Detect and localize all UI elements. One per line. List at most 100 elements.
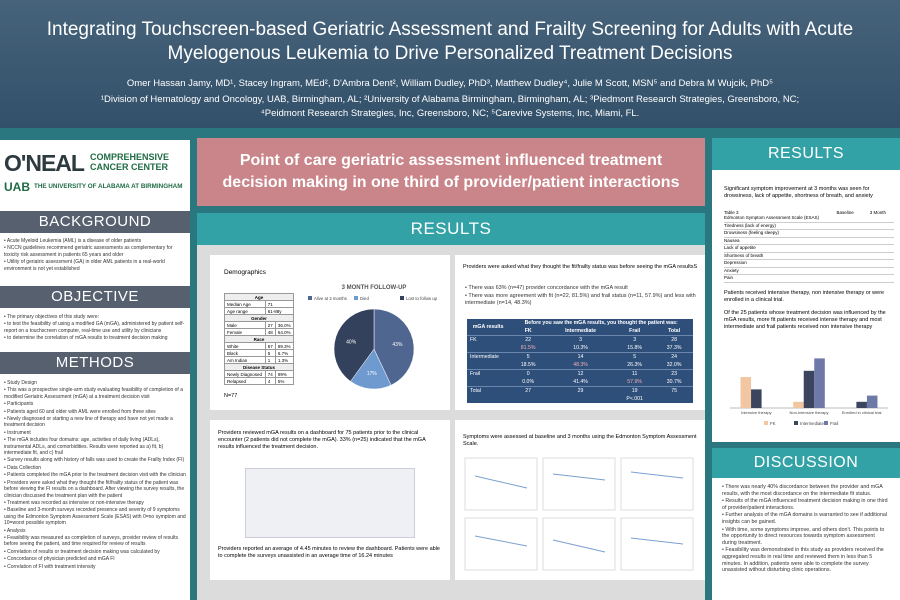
bullet-text: NCCN guidelines recommend geriatric asse…: [4, 245, 173, 258]
legend-label: Alive at 3 months: [314, 296, 347, 301]
table-group: Disease Status: [224, 363, 294, 371]
chart-frames: [464, 457, 694, 571]
column-header: Frail: [629, 328, 641, 334]
bullet: •: [4, 464, 8, 471]
table-row: Gender: [224, 314, 294, 322]
bullet-text: to test the feasibility of using a modif…: [4, 321, 185, 334]
data-label: 43%: [392, 342, 403, 348]
table-row: Depression: [724, 260, 894, 268]
bullet: •: [4, 556, 8, 563]
bullet: •: [4, 387, 8, 394]
chart-title: 3 MONTH FOLLOW-UP: [342, 285, 407, 291]
bullet: •: [4, 527, 7, 534]
objective-text: • The primary objectives of this study w…: [0, 312, 190, 345]
row-label: FK: [470, 337, 477, 343]
table-corner: mGA results: [472, 324, 504, 330]
pie-slice: [350, 348, 392, 390]
bullet-item: • Providers were asked what they thought…: [4, 480, 186, 499]
bar-chart: Intensive therapy Non-intensive therapy En…: [730, 358, 888, 426]
bullet-item: • Patients aged 60 and older with AML we…: [4, 409, 186, 415]
table-cell: 6.7%: [274, 349, 295, 357]
table-row: Drowsiness (feeling sleepy): [724, 230, 894, 238]
bullet-text: Newly diagnosed or starting a new line o…: [4, 416, 173, 429]
table-row: White 67 89.3%: [224, 342, 295, 350]
bullet: •: [4, 314, 8, 320]
table-cell: 89.3%: [274, 342, 295, 350]
table-cell: 32.0%: [666, 362, 682, 368]
table-row: Male 27 36.0%: [224, 321, 295, 329]
bullet: •: [4, 499, 8, 506]
bullet-text: This was a prospective single-arm study …: [4, 387, 183, 400]
section-heading: DISCUSSION: [712, 448, 900, 478]
table-row: Age: [224, 293, 294, 301]
bullet-item: • to test the feasibility of using a mod…: [4, 321, 186, 334]
table-group: Age: [224, 293, 294, 301]
bar: [856, 401, 867, 408]
trend-lines: [474, 471, 684, 553]
symptoms-panel: Symptoms were assessed at baseline and 3…: [455, 420, 705, 580]
logo-uab: UAB: [4, 180, 30, 194]
table-cell: 18.5%: [520, 362, 536, 368]
bullet-text: Treatment was recorded as intensive or n…: [7, 499, 144, 506]
section-heading: RESULTS: [197, 213, 705, 245]
bullet-text: Instrument: [7, 429, 31, 436]
table-row: 81.5% 10.3% 15.8% 37.3%: [467, 344, 693, 353]
affiliations: ⁴Peidmont Research Strategies, Inc, Gree…: [260, 108, 640, 119]
bullet-text: The primary objectives of this study wer…: [7, 314, 100, 320]
table-cell: 29: [577, 388, 584, 394]
table-row: Female 48 64.0%: [224, 328, 295, 336]
table-cell: Female: [224, 328, 266, 336]
bullet-item: • Feasibility was demonstrated in this s…: [722, 547, 890, 573]
table-row: Black 5 6.7%: [224, 349, 295, 357]
bullet: •: [4, 380, 8, 386]
affiliations: ¹Division of Hematology and Oncology, UA…: [100, 94, 800, 105]
bullet: •: [4, 259, 8, 266]
table-cell: 15.8%: [627, 345, 643, 351]
bar: [803, 370, 815, 408]
dashboard-panel: Providers reviewed mGA results on a dash…: [210, 420, 450, 580]
panel-text: Of the 25 patients whose treatment decis…: [724, 310, 886, 330]
table-cell: 14: [577, 354, 584, 360]
bullet-item: • Data Collection: [4, 465, 186, 471]
bullet-item: • Utility of geriatric assessment (GA) i…: [4, 259, 186, 272]
table-cell: Male: [224, 321, 266, 329]
bullet: •: [4, 534, 8, 541]
table-row: Edmonton Symptom Assessment Scale (ESAS): [724, 215, 894, 223]
table-row: Race: [224, 335, 294, 343]
bullet: •: [4, 238, 7, 244]
bar: [814, 358, 825, 408]
poster-title: Integrating Touchscreen-based Geriatric …: [46, 19, 854, 64]
panel-text: Patients received intensive therapy, non…: [724, 290, 885, 303]
table-group: Race: [224, 335, 294, 343]
table-row: Disease Status: [224, 363, 294, 371]
column-header: Intermediate: [565, 328, 596, 334]
bullet: •: [4, 507, 8, 514]
bullet-item: • This was a prospective single-arm stud…: [4, 387, 186, 400]
methods-text: • Study Design • This was a prospective s…: [0, 378, 190, 573]
table-cell: 5: [526, 354, 530, 360]
bullet-item: • Results of the mGA influenced treatmen…: [722, 498, 890, 511]
pie-slice: [373, 308, 415, 386]
x-tick-label: Non-intensive therapy: [790, 410, 829, 415]
x-tick-label: Enrolled in clinical trial: [842, 410, 882, 415]
table-cell: 37.3%: [666, 345, 682, 351]
table-cell: 30.7%: [666, 379, 682, 385]
table-cell: 23: [671, 371, 677, 377]
bar: [740, 377, 752, 408]
table-row: Newly Diagnosed 74 99%: [224, 370, 295, 378]
table-cell: 1.3%: [274, 356, 295, 364]
bullet-item: • There was more agreement with fit (n=2…: [465, 293, 697, 307]
bullet-item: • Further analysis of the mGA domains is…: [722, 512, 890, 525]
bullet-item: • NCCN guidelines recommend geriatric as…: [4, 245, 186, 258]
table-row: mGA results Before you saw the mGA result…: [467, 319, 693, 330]
left-column: O'NEAL COMPREHENSIVE CANCER CENTER UAB T…: [0, 140, 190, 600]
bullet-text: Feasibility was demonstrated in this stu…: [722, 547, 884, 574]
bullet-item: • Participants: [4, 401, 186, 407]
legend-label: Died: [360, 296, 369, 301]
table-cell: 10.3%: [573, 345, 588, 351]
table-row: FK 22 3 3 28: [467, 335, 693, 345]
table-cell: 75: [671, 388, 677, 394]
bullet: •: [4, 408, 8, 415]
table-cell: 48.3%: [573, 362, 588, 368]
table-cell: 0: [526, 371, 530, 377]
